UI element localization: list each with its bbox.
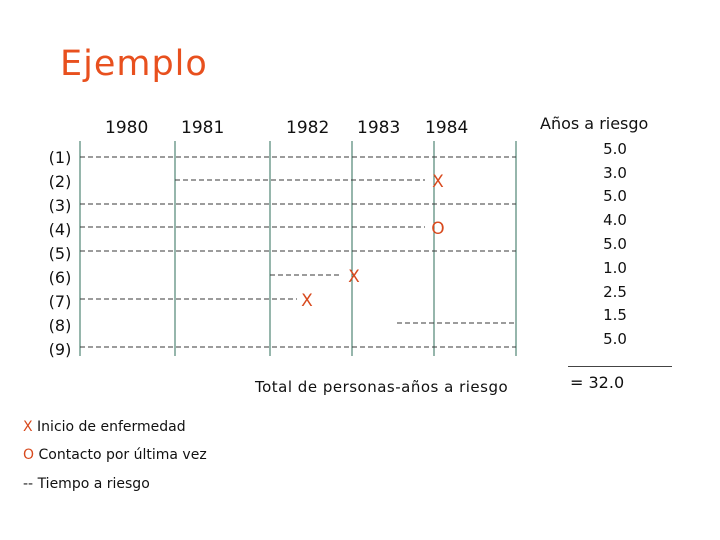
row-label-3: (3) — [48, 196, 72, 215]
year-1983: 1983 — [357, 118, 401, 138]
risk-value-6: 1.0 — [603, 259, 627, 277]
year-1982: 1982 — [286, 118, 330, 138]
year-1981: 1981 — [181, 118, 225, 138]
row-label-7: (7) — [48, 292, 72, 311]
row-label-2: (2) — [48, 172, 72, 191]
slide-title: Ejemplo — [60, 44, 208, 84]
row-label-4: (4) — [48, 220, 72, 239]
row-label-8: (8) — [48, 316, 72, 335]
row-label-1: (1) — [48, 148, 72, 167]
risk-total-value: = 32.0 — [570, 373, 625, 392]
row-label-6: (6) — [48, 268, 72, 287]
event-marker-row-6: X — [348, 267, 360, 287]
legend-dash-symbol: -- — [23, 476, 34, 492]
year-1984: 1984 — [425, 118, 469, 138]
lost-marker-row-4: O — [431, 219, 444, 239]
risk-value-2: 3.0 — [603, 164, 627, 182]
event-marker-row-2: X — [432, 172, 444, 192]
risk-years-header: Años a riesgo — [540, 114, 649, 133]
event-marker-row-7: X — [301, 291, 313, 311]
legend-item-risk-time: -- Tiempo a riesgo — [23, 476, 150, 492]
risk-value-3: 5.0 — [603, 187, 627, 205]
legend-x-symbol: X — [23, 419, 33, 435]
total-label: Total de personas-años a riesgo — [255, 378, 509, 396]
legend-o-symbol: O — [23, 447, 35, 463]
legend-o-text: Contacto por última vez — [38, 447, 207, 463]
legend-dash-text: Tiempo a riesgo — [37, 476, 150, 492]
risk-value-9: 5.0 — [603, 330, 627, 348]
risk-value-8: 1.5 — [603, 306, 627, 324]
risk-value-1: 5.0 — [603, 140, 627, 158]
legend-item-event: X Inicio de enfermedad — [23, 419, 186, 435]
row-label-9: (9) — [48, 340, 72, 359]
risk-value-4: 4.0 — [603, 211, 627, 229]
row-label-5: (5) — [48, 244, 72, 263]
risk-value-7: 2.5 — [603, 283, 627, 301]
risk-value-5: 5.0 — [603, 235, 627, 253]
legend-item-lost: O Contacto por última vez — [23, 447, 207, 463]
legend-x-text: Inicio de enfermedad — [37, 419, 186, 435]
year-1980: 1980 — [105, 118, 149, 138]
sum-divider — [568, 366, 672, 367]
